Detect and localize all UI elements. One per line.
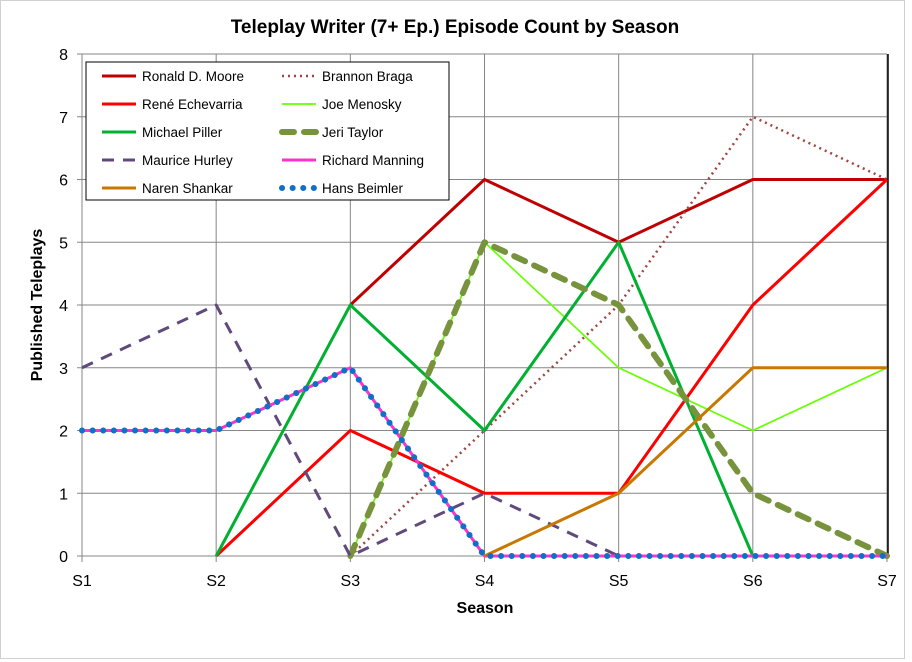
x-tick-label: S5 <box>609 573 629 590</box>
x-tick-label: S2 <box>206 573 226 590</box>
y-tick-label: 7 <box>59 110 68 127</box>
legend-label-ronald-d-moore: Ronald D. Moore <box>142 69 244 84</box>
legend-label-joe-menosky: Joe Menosky <box>322 97 402 112</box>
legend-label-hans-beimler: Hans Beimler <box>322 181 404 196</box>
y-axis-label: Published Teleplays <box>29 229 46 382</box>
x-tick-label: S7 <box>877 573 897 590</box>
x-axis-label: Season <box>457 600 514 617</box>
x-tick-label: S3 <box>341 573 361 590</box>
legend-label-jeri-taylor: Jeri Taylor <box>322 125 384 140</box>
legend-label-richard-manning: Richard Manning <box>322 153 424 168</box>
series-line-hans-beimler <box>79 364 890 559</box>
legend-label-brannon-braga: Brannon Braga <box>322 69 413 84</box>
x-tick-label: S4 <box>475 573 495 590</box>
y-tick-label: 1 <box>59 486 68 503</box>
y-tick-label: 6 <box>59 173 68 190</box>
y-tick-label: 4 <box>59 298 68 315</box>
series-line-ren-echevarria <box>215 178 889 558</box>
y-tick-label: 0 <box>59 549 68 566</box>
legend-box <box>85 61 450 201</box>
x-tick-label: S1 <box>72 573 92 590</box>
x-tick-label: S6 <box>743 573 763 590</box>
series-line-naren-shankar <box>483 366 887 558</box>
y-tick-label: 3 <box>59 361 68 378</box>
legend-label-michael-piller: Michael Piller <box>142 125 223 140</box>
y-tick-label: 5 <box>59 235 68 252</box>
chart-title: Teleplay Writer (7+ Ep.) Episode Count b… <box>231 17 680 38</box>
series-line-jeri-taylor <box>347 239 890 559</box>
legend-label-maurice-hurley: Maurice Hurley <box>142 153 233 168</box>
y-tick-label: 2 <box>59 424 68 441</box>
legend-label-ren-echevarria: René Echevarria <box>142 97 243 112</box>
legend-label-naren-shankar: Naren Shankar <box>142 181 233 196</box>
y-tick-label: 8 <box>59 47 68 64</box>
